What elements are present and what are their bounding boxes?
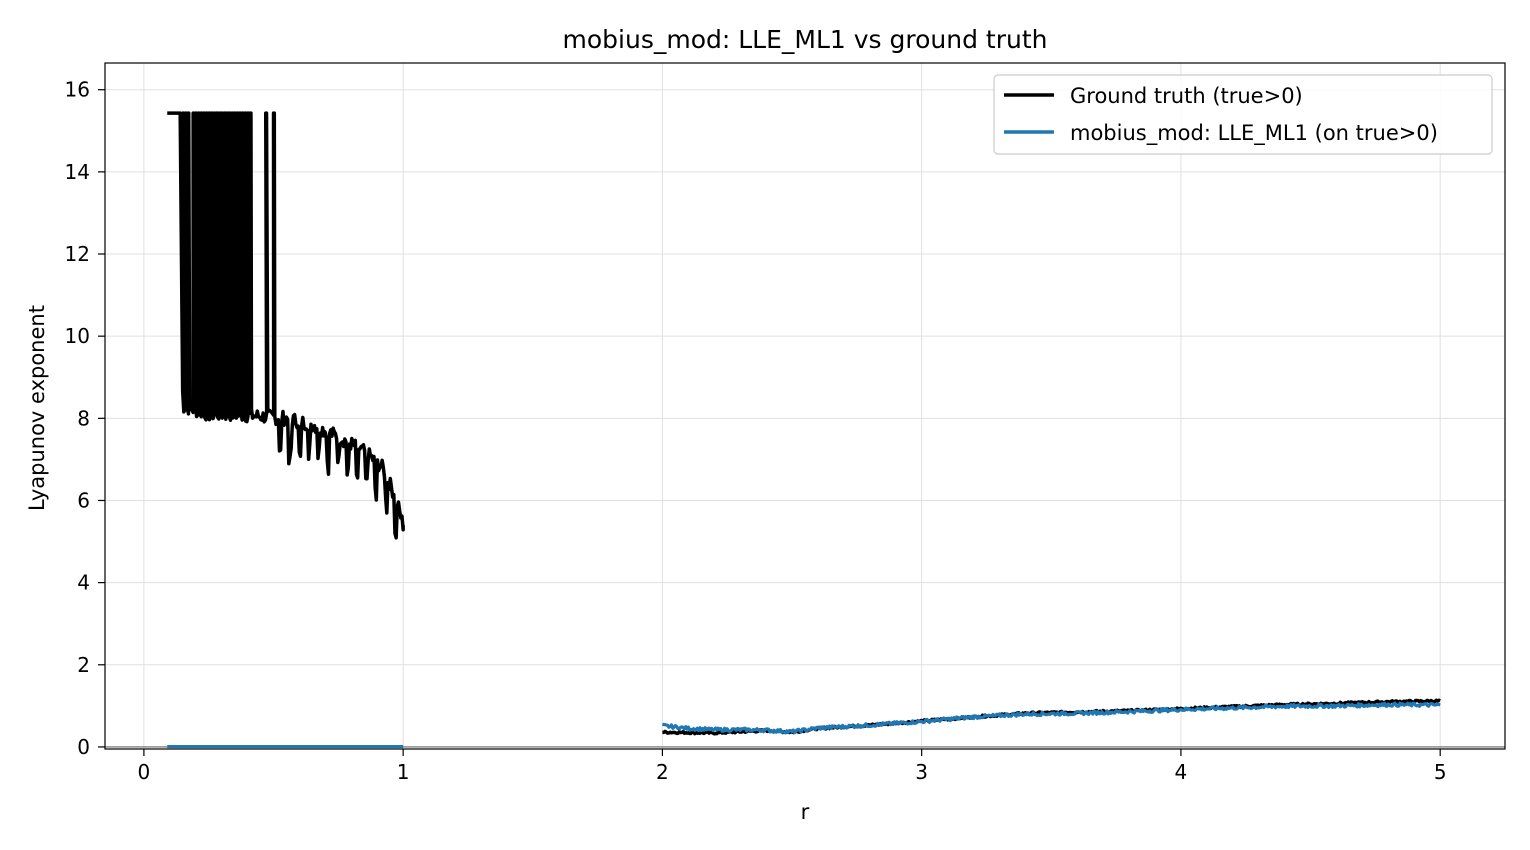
x-tick-label: 2 [656, 760, 669, 784]
y-tick-label: 0 [77, 735, 90, 759]
x-tick-label: 1 [397, 760, 410, 784]
x-axis-label: r [801, 800, 810, 824]
model-line-1 [661, 701, 1441, 735]
chart-title: mobius_mod: LLE_ML1 vs ground truth [563, 25, 1048, 54]
legend-label-ground-truth: Ground truth (true>0) [1070, 84, 1303, 108]
legend-label-model: mobius_mod: LLE_ML1 (on true>0) [1070, 121, 1438, 146]
legend-box [993, 74, 1493, 155]
y-tick-label: 6 [77, 488, 90, 512]
y-axis-label: Lyapunov exponent [25, 305, 49, 511]
legend: Ground truth (true>0) mobius_mod: LLE_ML… [993, 74, 1493, 155]
y-tick-label: 16 [65, 78, 90, 102]
y-tick-label: 14 [65, 160, 90, 184]
y-tick-label: 12 [65, 242, 90, 266]
y-tick-label: 8 [77, 406, 90, 430]
data-layer [167, 111, 1441, 749]
y-tick-label: 10 [65, 324, 90, 348]
x-tick-label: 5 [1434, 760, 1447, 784]
x-tick-label: 0 [138, 760, 151, 784]
y-tick-label: 2 [77, 653, 90, 677]
plot-frame [104, 62, 1506, 750]
x-tick-label: 3 [915, 760, 928, 784]
ground-truth-line-0 [167, 111, 405, 540]
y-tick-label: 4 [77, 571, 90, 595]
x-tick-label: 4 [1175, 760, 1188, 784]
